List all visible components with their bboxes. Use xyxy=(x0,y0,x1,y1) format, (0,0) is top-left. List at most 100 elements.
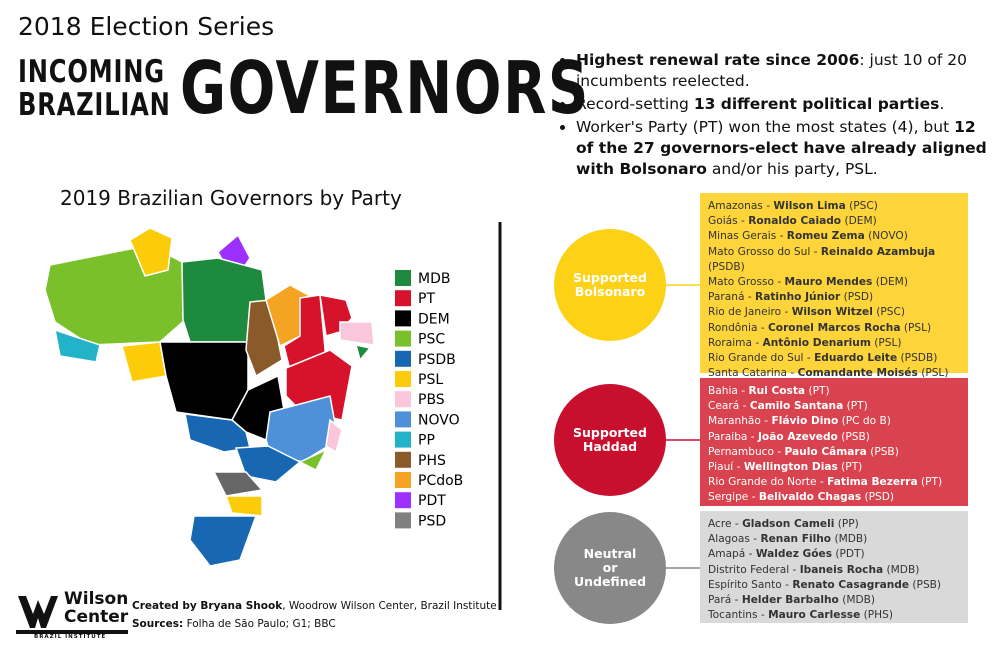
entry-governor: Antônio Denarium xyxy=(762,336,871,349)
entry: Rio Grande do Norte - Fatima Bezerra (PT… xyxy=(708,475,960,490)
entry-party: (PSD) xyxy=(864,491,895,504)
entry: Tocantins - Mauro Carlesse (PHS) xyxy=(708,608,960,623)
state xyxy=(298,448,328,472)
state xyxy=(121,341,167,383)
legend-label: PP xyxy=(418,433,435,449)
entry-governor: Wilson Lima xyxy=(773,200,846,212)
entry-party: (MDB) xyxy=(886,563,920,576)
entry-party: (PT) xyxy=(841,461,863,474)
legend-swatch xyxy=(395,350,411,367)
title-line: INCOMING xyxy=(18,54,165,90)
entry: Acre - Gladson Cameli (PP) xyxy=(708,517,960,532)
group-label: or xyxy=(602,560,618,575)
bullet: Highest renewal rate since 2006: just 10… xyxy=(576,50,996,92)
entry-party: (PSL) xyxy=(874,336,902,349)
credit-text: , Woodrow Wilson Center, Brazil Institut… xyxy=(282,600,497,612)
legend-swatch xyxy=(395,451,411,468)
group-label: Neutral xyxy=(583,546,637,561)
entry-state: Paraná - xyxy=(708,291,752,304)
logo-sub: BRAZIL INSTITUTE xyxy=(34,634,107,640)
legend-label: PSL xyxy=(418,372,443,388)
credit: Created by Bryana Shook, Woodrow Wilson … xyxy=(132,597,497,615)
group-label: Undefined xyxy=(573,574,647,589)
logo-bar xyxy=(16,630,128,634)
entry-governor: Wilson Witzel xyxy=(791,306,873,319)
legend-swatch xyxy=(395,472,411,488)
legend-swatch xyxy=(395,371,411,387)
state xyxy=(224,495,263,517)
entry-governor: Renan Filho xyxy=(760,533,832,546)
group-circle: Neutral or Undefined xyxy=(554,512,666,624)
legend-swatch xyxy=(395,270,411,286)
entry: Pernambuco - Paulo Câmara (PSB) xyxy=(708,445,960,460)
entry: Minas Gerais - Romeu Zema (NOVO) xyxy=(708,229,960,244)
entry: Paraná - Ratinho Júnior (PSD) xyxy=(708,290,960,305)
legend-label: PCdoB xyxy=(418,473,463,489)
bullet-text: 13 different political parties xyxy=(693,95,940,113)
map-title: 2019 Brazilian Governors by Party xyxy=(60,186,402,210)
title-big: GOVERNORS xyxy=(180,46,590,130)
entry-party: (DEM) xyxy=(875,276,908,289)
credit-bold: Created by Bryana Shook xyxy=(132,600,283,612)
entry-state: Acre - xyxy=(708,518,739,530)
entry-governor: Ronaldo Caiado xyxy=(748,215,842,228)
entry-governor: Helder Barbalho xyxy=(741,594,839,607)
entry-governor: Ibaneis Rocha xyxy=(799,563,884,576)
entry-governor: Wellington Dias xyxy=(743,461,838,474)
entry-governor: Eduardo Leite xyxy=(814,352,898,365)
legend-swatch xyxy=(395,330,411,347)
state xyxy=(129,227,173,277)
group-label: Bolsonaro xyxy=(574,284,646,299)
entry: Ceará - Camilo Santana (PT) xyxy=(708,399,960,414)
entry-state: Pernambuco - xyxy=(708,445,782,458)
group-box: Bahia - Rui Costa (PT) Ceará - Camilo San… xyxy=(700,378,968,506)
entry-state: Bahia - xyxy=(708,385,746,397)
entry-state: Rio Grande do Norte - xyxy=(708,476,824,489)
legend-swatch xyxy=(395,310,411,327)
entry-governor: Coronel Marcos Rocha xyxy=(768,321,901,334)
entry: Maranhão - Flávio Dino (PC do B) xyxy=(708,414,960,429)
entry-party: (PSDB) xyxy=(900,352,938,365)
entry-party: (NOVO) xyxy=(868,230,908,243)
entry: Distrito Federal - Ibaneis Rocha (MDB) xyxy=(708,563,960,578)
legend-label: MDB xyxy=(418,271,450,287)
entry: Sergipe - Belivaldo Chagas (PSD) xyxy=(708,490,960,505)
entry-party: (PT) xyxy=(846,400,868,413)
entry-governor: Renato Casagrande xyxy=(792,578,910,591)
entry-state: Minas Gerais - xyxy=(708,230,784,243)
state xyxy=(159,341,249,421)
entry-governor: Ratinho Júnior xyxy=(755,291,841,304)
entry: Rio de Janeiro - Wilson Witzel (PSC) xyxy=(708,305,960,320)
entry: Alagoas - Renan Filho (MDB) xyxy=(708,532,960,547)
group-box: Amazonas - Wilson Lima (PSC) Goiás - Rona… xyxy=(700,193,968,394)
entry-state: Distrito Federal - xyxy=(708,563,797,576)
bullet: Worker's Party (PT) won the most states … xyxy=(576,117,996,180)
legend: MDB PT DEM PSC PSDB PSL PBS NOVO PP PHS PCdoB PDT PS… xyxy=(395,270,463,529)
entry-party: (PSL) xyxy=(921,367,949,380)
legend-label: PHS xyxy=(418,453,446,469)
group-label: Supported xyxy=(573,270,647,285)
entry-state: Paraiba - xyxy=(708,430,755,443)
entry-state: Roraima - xyxy=(708,336,760,349)
legend-label: PSD xyxy=(418,513,446,529)
entry-state: Sergipe - xyxy=(708,491,756,504)
legend-label: PSDB xyxy=(418,352,456,368)
entry-party: (PSDB) xyxy=(708,260,745,273)
bullet-text: Record-setting xyxy=(576,95,694,113)
entry-party: (PHS) xyxy=(863,609,893,622)
entry-party: (PDT) xyxy=(835,548,865,561)
entry-state: Amazonas - xyxy=(708,200,771,212)
entry-governor: Rui Costa xyxy=(748,385,806,397)
logo-line: Wilson xyxy=(64,589,129,609)
sources-text: Folha de São Paulo; G1; BBC xyxy=(183,618,336,630)
entry: Pará - Helder Barbalho (MDB) xyxy=(708,593,960,608)
entry-governor: Romeu Zema xyxy=(786,230,865,243)
title-small: INCOMING BRAZILIAN xyxy=(18,56,171,122)
legend-label: PT xyxy=(418,291,435,307)
entry-state: Rio de Janeiro - xyxy=(708,306,789,319)
group-label: Haddad xyxy=(582,439,638,454)
entry-state: Rondônia - xyxy=(708,321,765,334)
entry-state: Amapá - xyxy=(708,548,753,561)
entry: Bahia - Rui Costa (PT) xyxy=(708,384,960,399)
